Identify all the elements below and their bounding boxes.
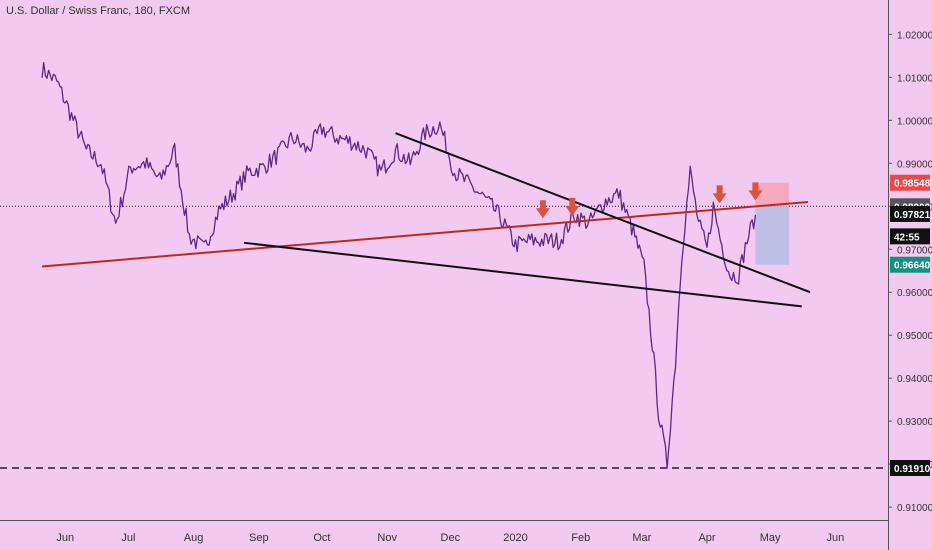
x-tick-label: Sep <box>249 532 269 544</box>
x-tick-label: Jun <box>56 532 74 544</box>
y-tick-label: 1.00000 <box>897 116 932 127</box>
price-label-bg <box>890 460 930 476</box>
price-label: 42:55 <box>894 232 920 243</box>
price-axis-panel <box>888 0 932 550</box>
y-tick-label: 0.99000 <box>897 159 932 170</box>
y-tick-label: 1.02000 <box>897 30 932 41</box>
x-tick-label: Jul <box>121 532 135 544</box>
price-label-bg <box>890 205 930 222</box>
y-tick-label: 0.93000 <box>897 417 932 428</box>
x-tick-label: Jun <box>827 532 845 544</box>
y-tick-label: 0.97000 <box>897 245 932 256</box>
x-tick-label: Apr <box>698 532 715 544</box>
x-tick-label: 2020 <box>503 532 527 544</box>
down-arrow-icon <box>565 197 580 216</box>
y-tick-label: 0.96000 <box>897 288 932 299</box>
take-profit-zone <box>755 206 790 265</box>
x-tick-label: May <box>760 532 781 544</box>
down-arrow-icon <box>748 182 763 201</box>
stop-loss-zone <box>755 182 790 207</box>
x-tick-label: Dec <box>441 532 461 544</box>
price-label: 0.91910 <box>894 464 931 475</box>
x-tick-label: Mar <box>632 532 651 544</box>
price-label: 0.97821 <box>894 210 931 221</box>
price-label: 0.96640 <box>894 261 931 272</box>
x-tick-label: Nov <box>377 532 397 544</box>
y-tick-label: 0.94000 <box>897 374 932 385</box>
price-line <box>41 61 757 469</box>
x-tick-label: Oct <box>313 532 330 544</box>
support-resistance-trendline <box>42 200 809 268</box>
x-tick-label: Feb <box>571 532 590 544</box>
price-label-bg <box>890 228 930 245</box>
down-arrow-icon <box>535 200 550 219</box>
y-tick-label: 1.01000 <box>897 73 932 84</box>
price-label: 0.98548 <box>894 179 931 190</box>
wedge-trendline <box>395 132 811 294</box>
y-tick-label: 0.95000 <box>897 331 932 342</box>
wedge-trendline <box>243 241 802 308</box>
price-label-bg <box>890 256 930 273</box>
chart-title: U.S. Dollar / Swiss Franc, 180, FXCM <box>6 5 190 17</box>
y-tick-label: 0.91000 <box>897 503 932 514</box>
price-label-bg <box>890 174 930 191</box>
down-arrow-icon <box>712 185 727 204</box>
x-tick-label: Aug <box>184 532 204 544</box>
